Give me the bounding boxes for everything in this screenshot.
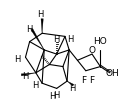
Polygon shape <box>41 19 43 33</box>
Text: H: H <box>22 72 29 81</box>
Text: H: H <box>53 91 60 100</box>
Text: O: O <box>89 46 96 55</box>
Text: H: H <box>53 35 60 44</box>
Text: H: H <box>32 81 38 90</box>
Polygon shape <box>21 73 36 76</box>
Text: H: H <box>49 92 56 101</box>
Text: H: H <box>26 25 33 34</box>
Text: OH: OH <box>106 69 120 78</box>
Text: H: H <box>14 55 20 64</box>
Text: H: H <box>37 10 43 19</box>
Text: HO: HO <box>93 37 107 46</box>
Polygon shape <box>31 28 44 50</box>
Text: H: H <box>67 35 73 44</box>
Text: F: F <box>81 76 86 85</box>
Polygon shape <box>67 81 74 86</box>
Text: H: H <box>69 84 76 93</box>
Text: F: F <box>89 76 95 85</box>
